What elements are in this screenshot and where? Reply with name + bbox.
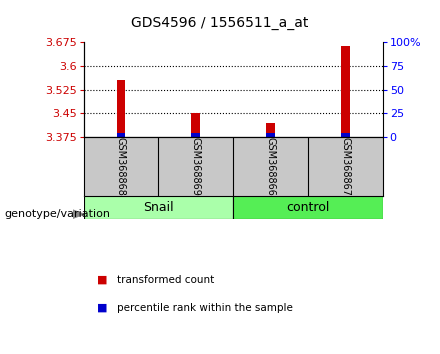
Bar xyxy=(191,113,200,137)
Bar xyxy=(191,133,200,137)
Polygon shape xyxy=(73,210,84,218)
Text: ■: ■ xyxy=(97,303,107,313)
Bar xyxy=(117,133,125,137)
Text: ■: ■ xyxy=(97,275,107,285)
Text: Snail: Snail xyxy=(143,201,174,214)
Bar xyxy=(341,133,350,137)
Text: GSM368867: GSM368867 xyxy=(341,137,350,196)
Bar xyxy=(266,133,275,137)
Text: GSM368869: GSM368869 xyxy=(191,137,201,196)
Text: GSM368866: GSM368866 xyxy=(266,137,275,196)
Bar xyxy=(84,196,233,219)
Bar xyxy=(266,123,275,137)
Bar xyxy=(341,46,350,137)
Bar xyxy=(233,196,383,219)
Text: transformed count: transformed count xyxy=(117,275,214,285)
Text: control: control xyxy=(286,201,330,214)
Bar xyxy=(117,80,125,137)
Text: GSM368868: GSM368868 xyxy=(116,137,126,196)
Text: percentile rank within the sample: percentile rank within the sample xyxy=(117,303,293,313)
Text: GDS4596 / 1556511_a_at: GDS4596 / 1556511_a_at xyxy=(131,16,309,30)
Text: genotype/variation: genotype/variation xyxy=(4,209,110,219)
